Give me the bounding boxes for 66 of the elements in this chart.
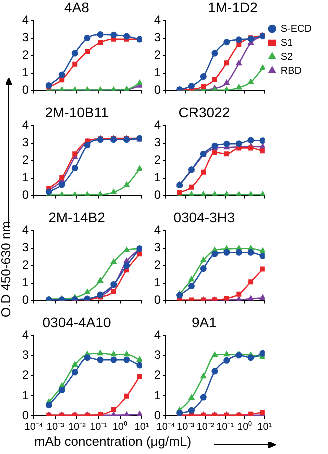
x-tick-label: 10⁻² (68, 422, 87, 433)
x-tick-label: 10⁰ (238, 420, 253, 433)
chart-title: 0304-4A10 (42, 314, 112, 330)
chart-title: 2M-10B11 (45, 104, 109, 120)
y-tick-label: 2 (22, 48, 30, 62)
x-tick-label: 10⁻¹ (90, 422, 108, 433)
y-tick-label: 3 (154, 30, 162, 45)
x-tick-label: 10⁻¹ (216, 422, 235, 433)
y-tick-label: 0 (22, 408, 30, 422)
chart-title: 2M-14B2 (48, 209, 106, 226)
y-tick-label: 2 (22, 368, 30, 382)
y-tick-label: 1 (22, 170, 30, 185)
y-tick-label: 0 (154, 408, 162, 422)
y-tick-label: 4 (154, 328, 162, 342)
y-tick-label: 4 (154, 118, 162, 132)
y-tick-label: 4 (154, 13, 162, 28)
y-tick-label: 3 (22, 240, 30, 255)
chart-title: 4A8 (64, 0, 90, 16)
y-tick-label: 0 (154, 83, 162, 98)
y-tick-label: 1 (154, 170, 162, 185)
legend-label: S1 (280, 38, 294, 49)
x-tick-label: 10¹ (134, 422, 150, 433)
chart-title: 0304-3H3 (174, 209, 236, 226)
y-tick-label: 0 (154, 293, 162, 308)
y-tick-label: 1 (154, 66, 162, 80)
y-tick-label: 1 (22, 276, 30, 290)
y-tick-label: 2 (22, 153, 30, 168)
x-tick-label: 10⁰ (112, 420, 128, 433)
legend-label: S2 (280, 52, 294, 63)
y-tick-label: 0 (154, 188, 162, 202)
y-tick-label: 3 (154, 348, 162, 362)
x-tick-label: 10⁻³ (177, 422, 196, 433)
y-tick-label: 0 (22, 188, 30, 202)
y-tick-label: 1 (22, 388, 30, 402)
legend-label: S-ECD (280, 24, 312, 35)
y-tick-label: 4 (22, 223, 30, 238)
y-tick-label: 0 (22, 293, 30, 308)
x-tick-label: 10⁻² (196, 422, 215, 433)
y-tick-label: 3 (154, 240, 162, 255)
y-tick-label: 0 (22, 83, 30, 98)
x-tick-label: 10⁻⁴ (24, 422, 44, 433)
y-tick-label: 3 (22, 30, 30, 45)
y-tick-label: 4 (22, 13, 30, 28)
chart-title: 1M-1D2 (208, 0, 258, 16)
y-tick-label: 3 (22, 136, 30, 150)
y-tick-label: 1 (154, 388, 162, 402)
x-tick-label: 10¹ (258, 422, 273, 433)
x-tick-label: 10⁻⁴ (156, 422, 176, 433)
legend-label: RBD (280, 66, 302, 77)
y-tick-label: 3 (154, 136, 162, 150)
y-tick-label: 2 (154, 368, 162, 382)
y-tick-label: 4 (154, 223, 162, 238)
y-tick-label: 3 (22, 348, 30, 362)
y-tick-label: 2 (22, 258, 30, 272)
y-tick-label: 2 (154, 258, 162, 272)
y-tick-label: 1 (22, 66, 30, 80)
y-axis-title: O.D 450-630 nm (0, 220, 14, 320)
x-axis-title: mAb concentration (μg/mL) (33, 434, 193, 449)
y-tick-label: 4 (22, 118, 30, 132)
x-tick-label: 10⁻³ (46, 422, 65, 433)
y-tick-label: 4 (22, 328, 30, 342)
chart-title: CR3022 (178, 104, 230, 120)
y-tick-label: 2 (154, 48, 162, 62)
y-tick-label: 1 (154, 276, 162, 290)
chart-title: 9A1 (192, 314, 218, 330)
y-tick-label: 2 (154, 153, 162, 168)
